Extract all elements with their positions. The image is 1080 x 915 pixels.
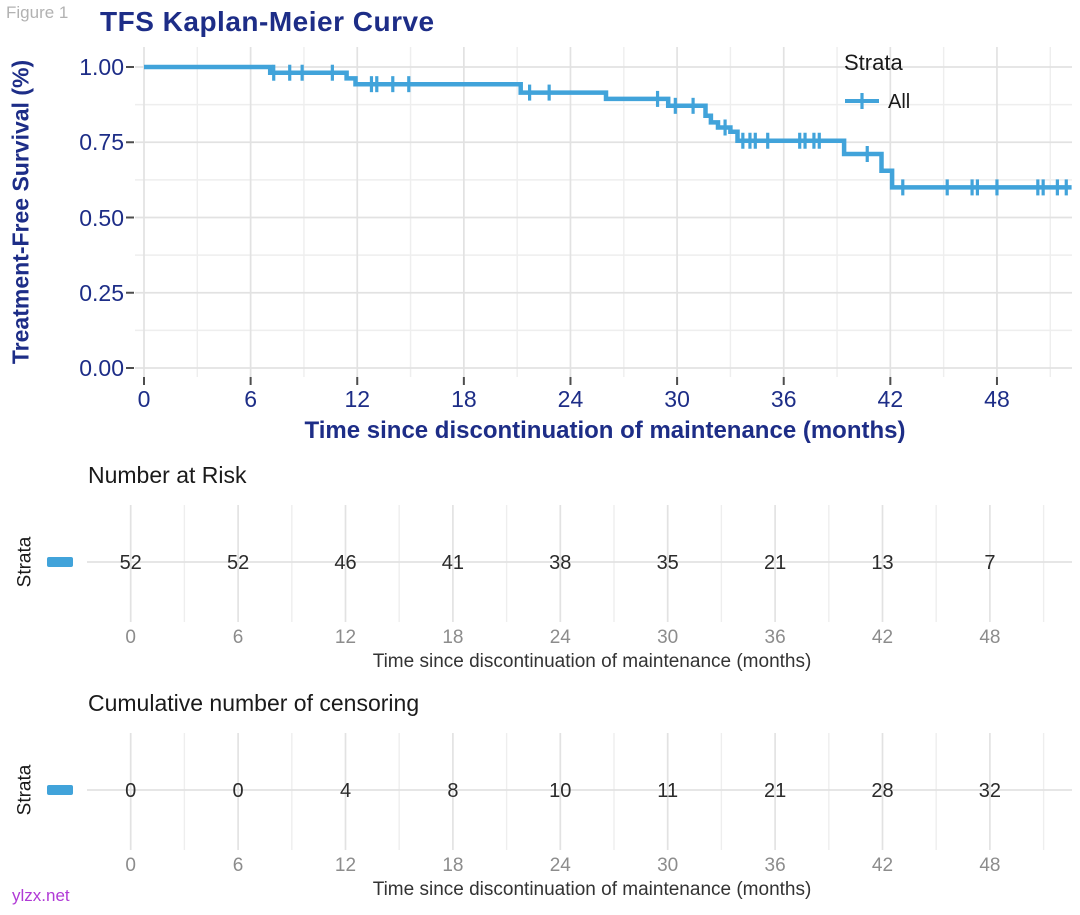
censor-table-x-axis-title: Time since discontinuation of maintenanc…: [372, 879, 812, 900]
table-x-tick-label: 36: [764, 855, 786, 876]
table-cell-value: 11: [657, 780, 679, 802]
table-x-tick-label: 42: [871, 627, 894, 648]
table-cell-value: 8: [447, 780, 459, 802]
table-x-tick-label: 48: [979, 627, 1001, 648]
x-axis-tick-label: 42: [877, 386, 904, 412]
table-cell-value: 46: [334, 552, 357, 574]
table-x-tick-label: 12: [334, 855, 357, 876]
main-plot-axis-ticks: [126, 66, 998, 385]
y-axis-tick-label: 0.50: [79, 204, 124, 231]
legend-title: Strata: [844, 50, 903, 75]
table-x-tick-label: 12: [334, 627, 357, 648]
watermark: ylzx.net: [12, 886, 70, 905]
table-cell-value: 41: [441, 552, 465, 574]
table-cell-value: 21: [763, 552, 787, 574]
x-axis-tick-label: 12: [344, 386, 371, 412]
y-axis-tick-label: 1.00: [79, 54, 124, 80]
table-x-tick-label: 42: [871, 855, 894, 876]
table-x-tick-label: 36: [764, 627, 786, 648]
x-axis-tick-label: 6: [244, 386, 258, 412]
km-curve-path: [144, 64, 1072, 190]
x-axis-tick-label: 24: [557, 386, 584, 412]
legend-marker: [845, 93, 879, 109]
table-cell-value: 13: [871, 552, 894, 574]
km-curve: [144, 64, 1072, 190]
figure-label: Figure 1: [6, 3, 69, 22]
legend-item-label: All: [888, 91, 911, 113]
table-cell-value: 21: [763, 780, 787, 802]
chart-title: TFS Kaplan-Meier Curve: [100, 6, 435, 37]
censor-marks: [272, 64, 1068, 196]
y-axis-tick-label: 0.25: [79, 279, 124, 306]
censor-table-graphics: [47, 733, 1072, 850]
risk-table-title: Number at Risk: [88, 462, 247, 488]
table-cell-value: 7: [984, 552, 996, 574]
x-axis-tick-label: 18: [451, 386, 477, 412]
table-cell-value: 52: [119, 552, 142, 574]
table-cell-value: 0: [125, 780, 137, 802]
x-axis-title: Time since discontinuation of maintenanc…: [304, 417, 906, 444]
table-cell-value: 4: [339, 780, 352, 802]
y-axis-tick-label: 0.00: [79, 355, 124, 381]
x-axis-tick-label: 0: [137, 386, 151, 412]
x-axis-tick-label: 30: [664, 386, 690, 412]
table-x-tick-label: 48: [979, 855, 1001, 876]
table-cell-value: 10: [549, 780, 572, 802]
table-cell-value: 28: [871, 780, 894, 802]
table-x-tick-label: 0: [125, 627, 136, 648]
censor-table-strata-label: Strata: [14, 764, 36, 816]
table-x-tick-label: 0: [125, 855, 136, 876]
table-cell-value: 38: [549, 552, 572, 574]
strata-swatch: [47, 557, 73, 567]
table-x-tick-label: 18: [442, 855, 464, 876]
risk-table-x-axis-title: Time since discontinuation of maintenanc…: [372, 651, 812, 672]
table-cell-value: 0: [232, 780, 244, 802]
table-cell-value: 32: [978, 780, 1002, 802]
table-x-tick-label: 30: [657, 627, 679, 648]
x-axis-tick-label: 36: [770, 386, 797, 412]
table-x-tick-label: 6: [232, 627, 244, 648]
table-cell-value: 35: [656, 552, 679, 574]
x-axis-tick-label: 48: [984, 386, 1010, 412]
table-cell-value: 52: [226, 552, 250, 574]
risk-table-graphics: [47, 505, 1072, 622]
table-x-tick-label: 6: [232, 855, 244, 876]
censor-table-title: Cumulative number of censoring: [88, 690, 420, 716]
y-axis-title: Treatment-Free Survival (%): [7, 59, 34, 365]
strata-swatch: [47, 785, 73, 795]
risk-table-strata-label: Strata: [14, 536, 36, 588]
table-x-tick-label: 30: [657, 855, 679, 876]
table-x-tick-label: 18: [442, 627, 464, 648]
table-x-tick-label: 24: [549, 855, 571, 876]
main-plot-gridlines: [135, 47, 1072, 377]
y-axis-tick-label: 0.75: [79, 129, 124, 156]
table-x-tick-label: 24: [549, 627, 571, 648]
